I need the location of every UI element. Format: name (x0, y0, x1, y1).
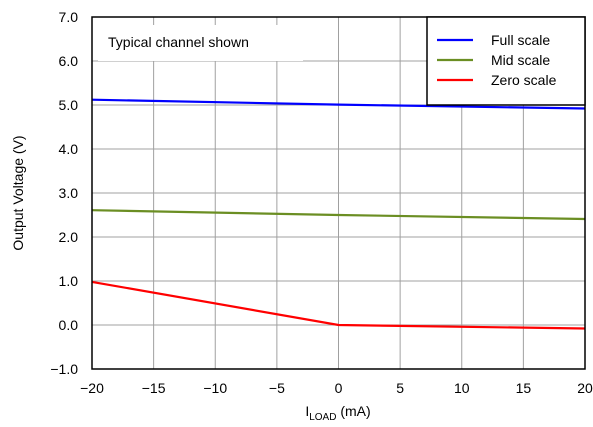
x-tick-label: −5 (269, 380, 285, 396)
y-tick-label: 0.0 (59, 317, 79, 333)
y-tick-label: 6.0 (59, 53, 79, 69)
y-tick-label: 4.0 (59, 141, 79, 157)
y-tick-label: 7.0 (59, 9, 79, 25)
annotation-text: Typical channel shown (108, 34, 249, 50)
y-axis-title: Output Voltage (V) (10, 135, 26, 250)
x-tick-label: −15 (142, 380, 166, 396)
x-tick-label: 15 (516, 380, 532, 396)
x-tick-label: −10 (203, 380, 227, 396)
y-tick-label: −1.0 (50, 361, 78, 377)
x-tick-label: 10 (454, 380, 470, 396)
x-axis-title: ILOAD (mA) (305, 403, 370, 423)
series-lines (91, 98, 586, 330)
y-tick-label: 5.0 (59, 97, 79, 113)
x-axis-title-main: I (305, 403, 309, 419)
y-tick-label: 2.0 (59, 229, 79, 245)
x-tick-label: 0 (335, 380, 343, 396)
y-tick-label: 3.0 (59, 185, 79, 201)
y-tick-label: 1.0 (59, 273, 79, 289)
annotation-box (98, 25, 303, 61)
series-line-full-scale (91, 98, 586, 110)
legend-label-full-scale: Full scale (491, 32, 550, 48)
legend-label-mid-scale: Mid scale (491, 52, 550, 68)
series-line-zero-scale (91, 280, 586, 330)
x-tick-label: 20 (577, 380, 593, 396)
x-tick-label: −20 (80, 380, 104, 396)
y-tick-labels: −1.0 0.0 1.0 2.0 3.0 4.0 5.0 6.0 7.0 (50, 9, 78, 377)
legend-label-zero-scale: Zero scale (491, 72, 557, 88)
x-tick-labels: −20 −15 −10 −5 0 5 10 15 20 (80, 380, 593, 396)
plot-frame (91, 16, 586, 370)
x-tick-label: 5 (396, 380, 404, 396)
x-axis-title-unit: (mA) (336, 403, 370, 419)
x-axis-title-subscript: LOAD (309, 412, 336, 423)
series-line-mid-scale (91, 209, 586, 221)
legend: Full scale Mid scale Zero scale (426, 16, 586, 106)
